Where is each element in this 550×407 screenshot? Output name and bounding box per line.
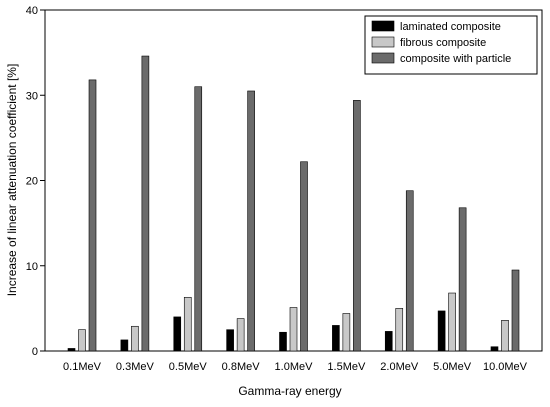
y-tick-label: 40 xyxy=(26,5,38,17)
bar xyxy=(173,316,182,352)
bar xyxy=(131,325,139,352)
legend-label: laminated composite xyxy=(400,21,501,33)
x-tick-label: 1.0MeV xyxy=(275,361,314,373)
x-tick-label: 5.0MeV xyxy=(433,361,472,373)
y-axis-title: Increase of linear attenuation coefficie… xyxy=(5,64,19,297)
bar xyxy=(120,339,129,352)
bar xyxy=(395,308,404,352)
x-tick-label: 10.0MeV xyxy=(483,361,528,373)
bar xyxy=(458,207,467,352)
bar xyxy=(300,161,308,352)
legend: laminated composite fibrous composite comp… xyxy=(364,15,538,75)
x-tick-label: 0.5MeV xyxy=(169,361,208,373)
bar xyxy=(490,346,499,352)
y-tick-label: 10 xyxy=(26,261,38,273)
bar xyxy=(247,90,255,352)
bar xyxy=(384,331,393,352)
legend-swatch xyxy=(371,20,395,32)
bar xyxy=(88,79,97,352)
bar xyxy=(405,190,414,352)
bar xyxy=(353,100,361,352)
x-tick-label: 1.5MeV xyxy=(327,361,366,373)
bar xyxy=(67,348,76,352)
bar xyxy=(289,307,298,352)
bar xyxy=(342,313,351,352)
x-ticks: 0.1MeV 0.3MeV 0.5MeV 0.8MeV 1.0MeV 1.5MeV 2.0M… xyxy=(63,361,528,373)
x-tick-label: 0.3MeV xyxy=(116,361,155,373)
y-tick-label: 20 xyxy=(26,176,38,188)
bar xyxy=(78,329,86,352)
bar xyxy=(437,310,446,352)
bar xyxy=(183,296,192,352)
bar xyxy=(141,55,150,352)
y-axis-title-group: Increase of linear attenuation coefficie… xyxy=(5,64,19,297)
x-axis-title: Gamma-ray energy xyxy=(238,384,341,398)
legend-label: composite with particle xyxy=(400,53,511,65)
bar xyxy=(332,325,340,352)
y-tick-label: 0 xyxy=(32,346,38,358)
bar xyxy=(236,318,245,352)
legend-label: fibrous composite xyxy=(400,37,486,49)
x-tick-label: 0.1MeV xyxy=(63,361,102,373)
bar xyxy=(279,331,287,352)
bar xyxy=(511,269,520,352)
legend-swatch xyxy=(371,36,395,48)
y-tick-label: 30 xyxy=(26,90,38,102)
bar xyxy=(448,292,456,352)
bar xyxy=(226,329,234,352)
bar xyxy=(194,86,203,352)
bar xyxy=(501,320,509,352)
legend-swatch xyxy=(371,52,395,64)
y-ticks: 0 10 20 30 40 xyxy=(26,5,45,358)
x-tick-label: 0.8MeV xyxy=(222,361,261,373)
bars xyxy=(67,55,520,352)
x-tick-label: 2.0MeV xyxy=(380,361,419,373)
